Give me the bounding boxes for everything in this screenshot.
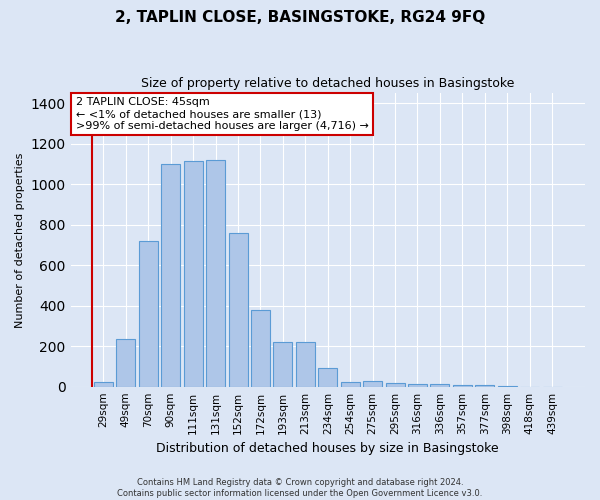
Text: Contains HM Land Registry data © Crown copyright and database right 2024.
Contai: Contains HM Land Registry data © Crown c… xyxy=(118,478,482,498)
Bar xyxy=(453,384,472,386)
Bar xyxy=(363,380,382,386)
Bar xyxy=(408,384,427,386)
Bar xyxy=(229,233,248,386)
X-axis label: Distribution of detached houses by size in Basingstoke: Distribution of detached houses by size … xyxy=(157,442,499,455)
Bar xyxy=(386,382,404,386)
Y-axis label: Number of detached properties: Number of detached properties xyxy=(15,152,25,328)
Bar xyxy=(94,382,113,386)
Bar xyxy=(161,164,180,386)
Bar xyxy=(274,342,292,386)
Text: 2, TAPLIN CLOSE, BASINGSTOKE, RG24 9FQ: 2, TAPLIN CLOSE, BASINGSTOKE, RG24 9FQ xyxy=(115,10,485,25)
Bar xyxy=(475,385,494,386)
Bar xyxy=(430,384,449,386)
Text: 2 TAPLIN CLOSE: 45sqm
← <1% of detached houses are smaller (13)
>99% of semi-det: 2 TAPLIN CLOSE: 45sqm ← <1% of detached … xyxy=(76,98,368,130)
Bar xyxy=(296,342,315,386)
Bar xyxy=(206,160,225,386)
Title: Size of property relative to detached houses in Basingstoke: Size of property relative to detached ho… xyxy=(141,78,514,90)
Bar xyxy=(116,339,136,386)
Bar xyxy=(184,161,203,386)
Bar xyxy=(251,310,270,386)
Bar xyxy=(341,382,360,386)
Bar xyxy=(318,368,337,386)
Bar xyxy=(139,241,158,386)
